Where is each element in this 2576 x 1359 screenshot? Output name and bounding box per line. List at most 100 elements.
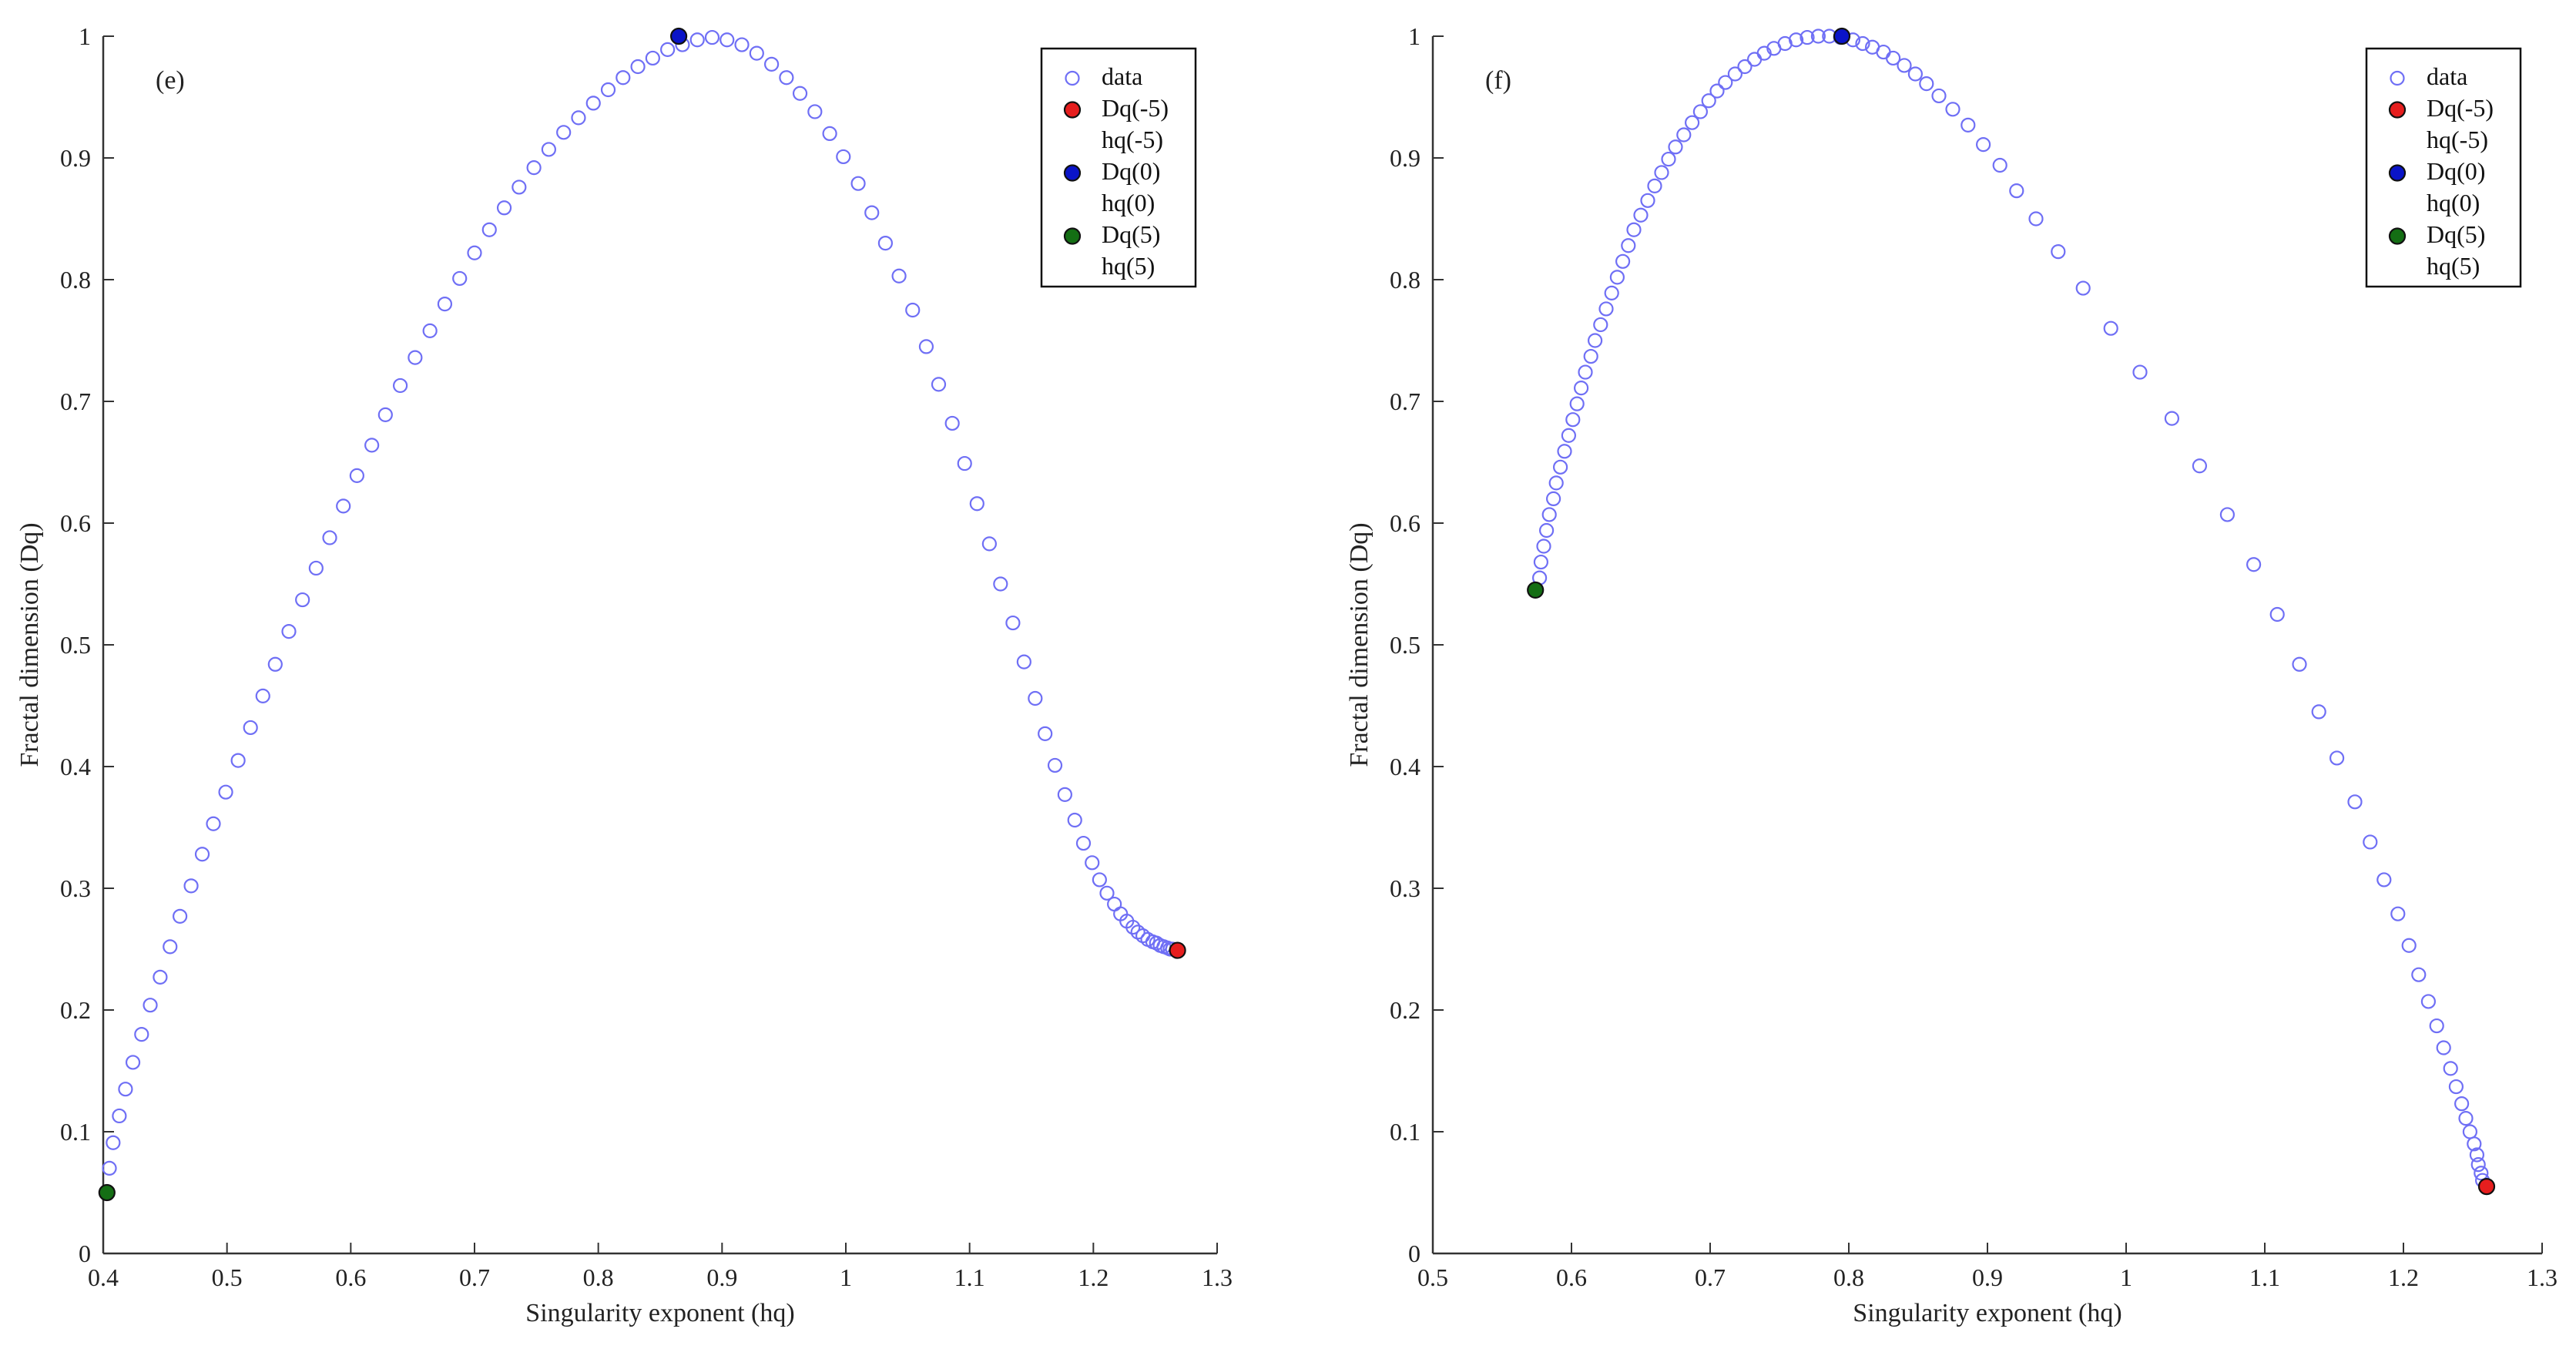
highlight-point	[98, 1183, 116, 1202]
series-marker-1	[2477, 1177, 2496, 1196]
data-point	[1609, 270, 1625, 285]
data-point	[2467, 1136, 2482, 1152]
series-marker-3	[98, 1183, 116, 1202]
legend-marker	[1065, 70, 1080, 86]
legend-label: hq(-5)	[2427, 126, 2488, 153]
x-tick-label: 0.9	[706, 1263, 737, 1291]
legend-marker	[2388, 101, 2407, 119]
data-point	[1961, 117, 1976, 133]
data-point	[1855, 35, 1870, 52]
data-point	[2347, 794, 2363, 810]
data-point	[392, 378, 408, 394]
x-axis-label: Singularity exponent (hq)	[1853, 1299, 2122, 1327]
data-point	[1789, 32, 1804, 48]
data-point	[2051, 244, 2066, 260]
legend-marker	[2388, 227, 2407, 245]
data-point	[836, 149, 851, 165]
data-point	[408, 350, 423, 365]
data-point	[2443, 1061, 2458, 1076]
panel-e: 0.4 0.5 0.6 0.7 0.8 0.9 1 1.1 1.2 1.3 0 0.1 0.2 0.3 0.…	[15, 22, 1233, 1327]
panel-label: (e)	[156, 66, 185, 95]
panel-f: 0.5 0.6 0.7 0.8 0.9 1 1.1 1.2 1.3 0 0.1 0.2 0.3 0.4 0.…	[1345, 22, 2558, 1327]
data-point	[194, 847, 210, 862]
data-point	[163, 939, 178, 955]
data-point	[1092, 872, 1107, 888]
data-point	[1661, 151, 1676, 167]
data-point	[143, 998, 158, 1013]
data-point	[807, 104, 823, 119]
data-point	[496, 200, 512, 216]
series-data	[102, 29, 1180, 1176]
data-point	[1800, 29, 1815, 45]
x-tick-label: 1	[840, 1263, 852, 1291]
data-point	[1692, 104, 1708, 119]
data-point	[1976, 137, 1991, 153]
data-point	[481, 222, 497, 237]
series-marker-2	[1833, 27, 1851, 45]
highlight-point	[1833, 27, 1851, 45]
data-point	[2420, 994, 2436, 1009]
x-tick-label: 1.3	[2527, 1263, 2558, 1291]
data-point	[183, 878, 199, 894]
x-tick-label: 0.7	[1695, 1263, 1726, 1291]
y-tick-label: 0.4	[60, 753, 91, 780]
data-point	[267, 656, 283, 672]
data-point	[1685, 115, 1700, 130]
data-point	[585, 96, 601, 111]
data-point	[2470, 1157, 2486, 1173]
data-point	[230, 753, 246, 768]
data-point	[1028, 690, 1043, 706]
legend-marker	[1063, 101, 1082, 119]
legend-label: hq(5)	[2427, 252, 2480, 280]
data-point	[1561, 428, 1577, 443]
data-point	[1578, 364, 1593, 380]
legend-label: hq(0)	[2427, 189, 2480, 216]
data-point	[2469, 1147, 2484, 1163]
x-tick-label: 0.8	[1833, 1263, 1864, 1291]
data-point	[1886, 50, 1901, 66]
data-point	[1633, 207, 1649, 223]
data-point	[1038, 726, 1053, 741]
legend: data Dq(-5) hq(-5) Dq(0) hq(0) Dq(5) hq(5)	[2365, 47, 2522, 288]
data-point	[1709, 83, 1725, 99]
data-point	[1621, 238, 1636, 253]
data-point	[969, 496, 984, 512]
data-point	[2164, 411, 2179, 426]
data-point	[792, 86, 808, 101]
data-point	[1574, 381, 1589, 396]
data-point	[2458, 1111, 2474, 1126]
data-point	[106, 1135, 121, 1150]
legend-label: data	[1102, 62, 1142, 90]
x-tick-label: 1.3	[1202, 1263, 1233, 1291]
data-point	[281, 624, 297, 639]
data-point	[512, 180, 527, 195]
y-tick-label: 0.1	[60, 1118, 91, 1146]
data-point	[1897, 58, 1912, 73]
y-tick-label: 0.3	[1390, 874, 1420, 902]
data-point	[1676, 127, 1692, 143]
data-point	[2028, 211, 2044, 226]
y-tick-label: 0.6	[60, 509, 91, 537]
highlight-point	[669, 27, 688, 45]
y-tick-label: 0	[79, 1240, 91, 1267]
data-point	[1598, 301, 1614, 317]
data-point	[689, 32, 705, 48]
data-point	[437, 297, 453, 312]
data-point	[1907, 66, 1923, 82]
data-point	[1016, 654, 1031, 669]
data-point	[1626, 222, 1642, 237]
data-point	[1005, 615, 1021, 631]
series-marker-2	[669, 27, 688, 45]
data-point	[2246, 557, 2262, 572]
legend-label: hq(-5)	[1102, 126, 1163, 153]
data-point	[749, 45, 764, 61]
legend-label: Dq(5)	[2427, 220, 2485, 248]
data-point	[1075, 835, 1092, 851]
data-point	[1085, 855, 1100, 871]
data-point	[1057, 787, 1072, 802]
x-tick-label: 1.1	[954, 1263, 985, 1291]
data-point	[2448, 1079, 2464, 1095]
data-point	[704, 29, 720, 45]
data-point	[255, 688, 270, 703]
